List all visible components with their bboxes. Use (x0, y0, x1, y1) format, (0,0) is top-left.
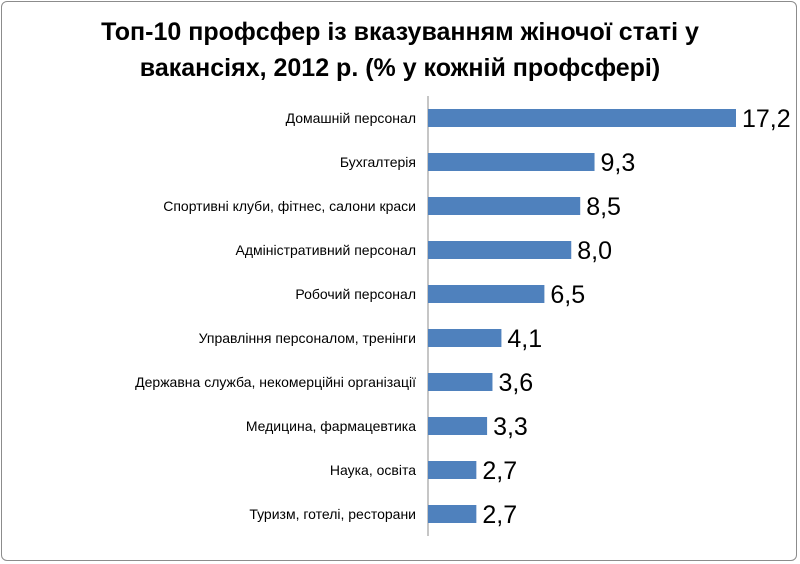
category-label: Наука, освіта (330, 462, 416, 478)
bar (428, 153, 595, 171)
data-label: 6,5 (550, 281, 585, 309)
data-label: 2,7 (482, 501, 517, 529)
bar (428, 461, 477, 479)
data-label: 9,3 (601, 149, 636, 177)
category-label: Бухгалтерія (340, 154, 416, 170)
bar (428, 329, 502, 347)
bar (428, 109, 736, 127)
category-label: Адміністративний персонал (236, 242, 416, 258)
bar (428, 373, 493, 391)
chart-title: Топ-10 профсфер із вказуванням жіночої с… (101, 18, 699, 82)
category-label: Медицина, фармацевтика (246, 418, 416, 434)
bar (428, 197, 581, 215)
data-label: 4,1 (507, 325, 542, 353)
category-label: Спортивні клуби, фітнес, салони краси (163, 198, 416, 214)
category-label: Робочий персонал (295, 286, 416, 302)
data-label: 2,7 (482, 457, 517, 485)
category-label: Державна служба, некомерційні організаці… (135, 374, 416, 390)
bar (428, 417, 488, 435)
category-label: Управління персоналом, тренінги (199, 330, 416, 346)
bar (428, 285, 545, 303)
bar (428, 505, 477, 523)
category-label: Домашній персонал (286, 110, 416, 126)
data-label: 8,0 (577, 237, 612, 265)
data-label: 17,2 (742, 105, 791, 133)
category-label: Туризм, готелі, ресторани (249, 506, 416, 522)
data-label: 3,3 (493, 413, 528, 441)
data-label: 8,5 (586, 193, 621, 221)
data-label: 3,6 (498, 369, 533, 397)
bar (428, 241, 572, 259)
